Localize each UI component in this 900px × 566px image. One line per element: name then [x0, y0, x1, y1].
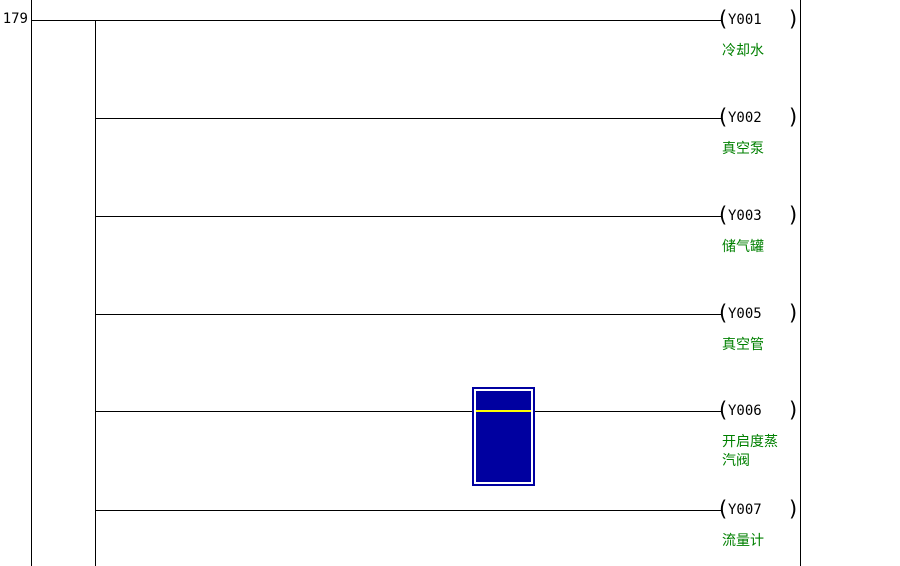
rung-wire	[31, 20, 721, 21]
selected-wire-segment	[476, 410, 531, 412]
coil-device-label: Y007	[728, 502, 762, 518]
coil-left-paren-icon: (	[719, 301, 728, 325]
coil-left-paren-icon: (	[719, 203, 728, 227]
coil-right-paren-icon: )	[789, 7, 798, 31]
step-number-label: 179	[2, 11, 28, 27]
rung-wire	[95, 216, 721, 217]
device-comment: 储气罐	[722, 239, 764, 255]
coil-right-paren-icon: )	[789, 497, 798, 521]
device-comment: 冷却水	[722, 43, 764, 59]
rung-wire	[95, 510, 721, 511]
coil-left-paren-icon: (	[719, 497, 728, 521]
right-power-rail	[800, 0, 801, 566]
device-comment: 开启度蒸 汽阀	[722, 434, 778, 469]
device-comment: 真空管	[722, 337, 764, 353]
coil-device-label: Y003	[728, 208, 762, 224]
coil-right-paren-icon: )	[789, 398, 798, 422]
coil-device-label: Y006	[728, 403, 762, 419]
coil-left-paren-icon: (	[719, 105, 728, 129]
device-comment: 真空泵	[722, 141, 764, 157]
coil-device-label: Y005	[728, 306, 762, 322]
coil-left-paren-icon: (	[719, 398, 728, 422]
coil-right-paren-icon: )	[789, 203, 798, 227]
edit-cursor[interactable]	[472, 387, 535, 486]
rung-wire	[95, 314, 721, 315]
rung-wire	[95, 118, 721, 119]
coil-right-paren-icon: )	[789, 301, 798, 325]
coil-device-label: Y002	[728, 110, 762, 126]
rung-wire	[95, 411, 721, 412]
branch-rail	[95, 20, 96, 566]
coil-device-label: Y001	[728, 12, 762, 28]
left-power-rail	[31, 0, 32, 566]
coil-left-paren-icon: (	[719, 7, 728, 31]
coil-right-paren-icon: )	[789, 105, 798, 129]
device-comment: 流量计	[722, 533, 764, 549]
